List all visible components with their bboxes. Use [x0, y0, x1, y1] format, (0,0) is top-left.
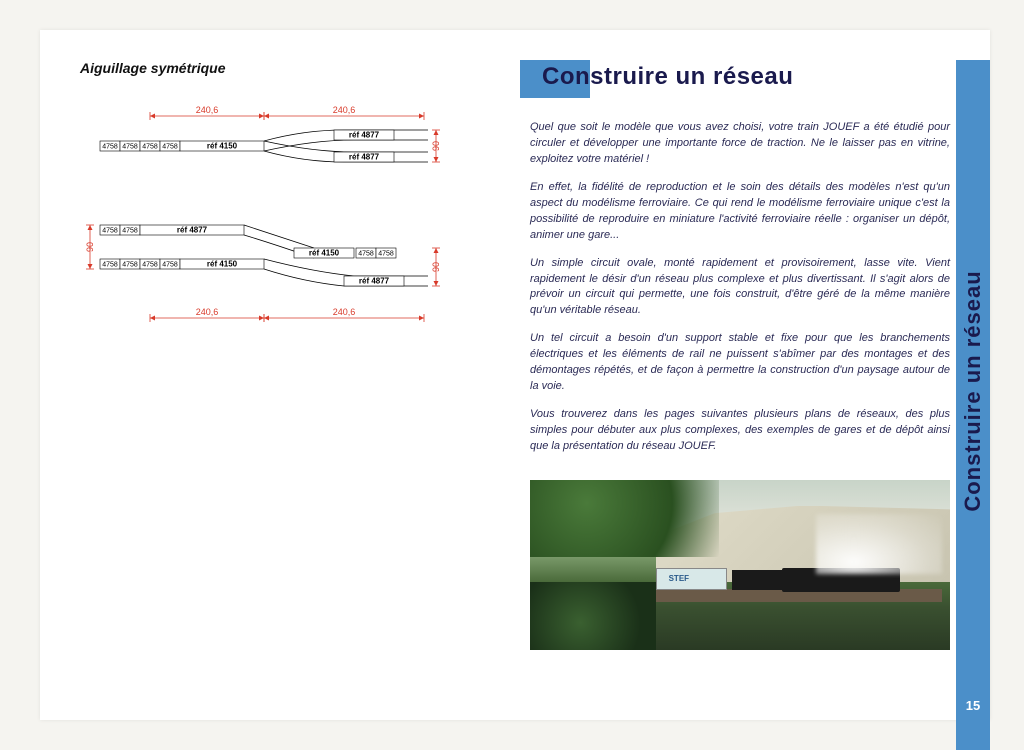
svg-text:réf 4877: réf 4877	[349, 153, 380, 162]
photo-tender	[732, 570, 782, 590]
svg-text:90: 90	[85, 242, 95, 252]
svg-text:4758: 4758	[378, 251, 394, 258]
title-block: Construire un réseau	[520, 60, 960, 98]
svg-text:4758: 4758	[142, 262, 158, 269]
svg-text:240,6: 240,6	[196, 307, 219, 317]
photo-steam	[816, 514, 942, 574]
body-paragraph: Vous trouverez dans les pages suivantes …	[530, 407, 950, 455]
svg-text:réf 4877: réf 4877	[349, 131, 380, 140]
left-column: Aiguillage symétrique 240,6 240,6 4758 4758…	[80, 60, 480, 326]
svg-text:4758: 4758	[162, 144, 178, 151]
svg-text:240,6: 240,6	[333, 307, 356, 317]
page: Aiguillage symétrique 240,6240,647584758…	[40, 30, 990, 720]
svg-text:4758: 4758	[102, 262, 118, 269]
svg-text:réf 4150: réf 4150	[309, 249, 340, 258]
train-photo: STEF	[530, 480, 950, 650]
body-paragraph: En effet, la fidélité de reproduction et…	[530, 180, 950, 244]
body-paragraph: Quel que soit le modèle que vous avez ch…	[530, 120, 950, 168]
svg-text:90: 90	[431, 141, 441, 151]
photo-wagon-label: STEF	[669, 574, 689, 583]
left-title: Aiguillage symétrique	[80, 60, 480, 76]
svg-text:4758: 4758	[142, 144, 158, 151]
svg-text:4758: 4758	[162, 262, 178, 269]
track-diagram: 240,6 240,6 4758 4758 4758 4758 réf 4150 réf 48…	[74, 106, 480, 196]
photo-foliage-top	[530, 480, 719, 557]
svg-text:4758: 4758	[122, 144, 138, 151]
main-title: Construire un réseau	[542, 63, 793, 91]
svg-text:240,6: 240,6	[333, 106, 356, 115]
page-number: 15	[956, 692, 990, 720]
svg-text:4758: 4758	[358, 251, 374, 258]
svg-text:réf 4150: réf 4150	[207, 260, 238, 269]
svg-text:4758: 4758	[102, 144, 118, 151]
body-paragraph: Un tel circuit a besoin d'un support sta…	[530, 331, 950, 395]
svg-text:4758: 4758	[122, 228, 138, 235]
side-tab: Construire un réseau	[956, 60, 990, 750]
photo-foliage-bl	[530, 582, 656, 650]
photo-wagon	[656, 568, 727, 590]
svg-text:90: 90	[431, 262, 441, 272]
body-text: Quel que soit le modèle que vous avez ch…	[530, 120, 950, 467]
svg-text:4758: 4758	[122, 262, 138, 269]
side-tab-text: Construire un réseau	[960, 271, 986, 512]
body-paragraph: Un simple circuit ovale, monté rapidemen…	[530, 256, 950, 320]
svg-text:240,6: 240,6	[196, 106, 219, 115]
diagram-stack: 240,6 240,6 4758 4758 4758 4758 réf 4150 réf 48…	[74, 106, 480, 326]
track-diagram: 4758 4758 réf 4877 réf 4150 4758 4758 4758 4758…	[74, 218, 480, 326]
svg-text:réf 4877: réf 4877	[359, 277, 390, 286]
svg-text:réf 4877: réf 4877	[177, 226, 208, 235]
svg-text:4758: 4758	[102, 228, 118, 235]
svg-text:réf 4150: réf 4150	[207, 142, 238, 151]
